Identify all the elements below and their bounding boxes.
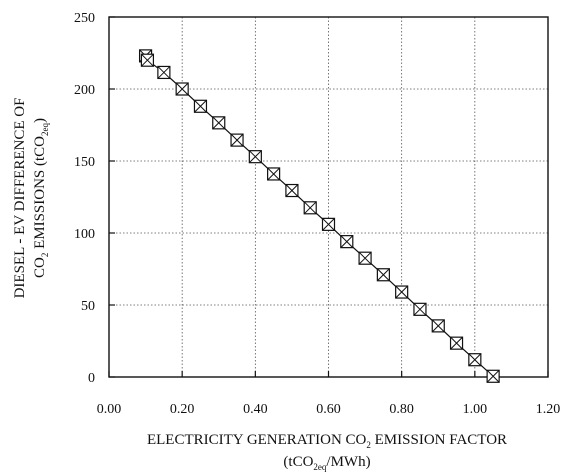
x-tick-label: 1.00 <box>463 402 488 417</box>
y-tick-label: 50 <box>81 299 95 314</box>
data-point <box>395 285 409 299</box>
grid <box>109 17 548 377</box>
data-point <box>431 319 445 333</box>
x-axis-label: ELECTRICITY GENERATION CO2 EMISSION FACT… <box>147 432 507 450</box>
x-tick-label: 1.20 <box>536 402 561 417</box>
y-axis-label-line1: DIESEL - EV DIFFERENCE OF <box>12 98 28 299</box>
data-point <box>321 217 336 231</box>
y-tick-label: 150 <box>74 155 95 170</box>
y-tick-label: 100 <box>74 227 95 242</box>
data-point <box>193 99 208 113</box>
data-point <box>285 183 299 198</box>
data-point <box>468 353 482 367</box>
data-point <box>340 235 354 249</box>
data-point <box>212 116 226 130</box>
x-tick-label: 0.60 <box>316 402 341 417</box>
y-axis-label-line2: CO2 EMISSIONS (tCO2eq) <box>32 118 50 278</box>
data-point <box>230 133 244 147</box>
data-point <box>175 82 189 96</box>
data-point <box>376 268 390 282</box>
x-tick-label: 0.40 <box>243 402 268 417</box>
data-point <box>157 65 171 80</box>
data-point <box>413 302 427 316</box>
x-axis-unit-label: (tCO2eq/MWh) <box>283 454 370 472</box>
x-tick-label: 0.80 <box>389 402 414 417</box>
data-point <box>449 336 464 350</box>
data-point <box>358 251 372 265</box>
y-tick-label: 200 <box>74 83 95 98</box>
axis-ticks <box>108 16 549 378</box>
data-point <box>140 53 155 67</box>
y-tick-label: 0 <box>88 371 95 386</box>
x-tick-label: 0.00 <box>97 402 122 417</box>
tick-labels: 0.00 0.20 0.40 0.60 0.80 1.00 1.20 0 50 100 150 200… <box>74 11 560 417</box>
y-tick-label: 250 <box>74 11 95 26</box>
data-point <box>267 167 281 181</box>
data-point <box>248 150 262 164</box>
data-point <box>486 369 500 383</box>
x-tick-label: 0.20 <box>170 402 195 417</box>
markers <box>138 49 500 383</box>
data-point <box>303 201 317 215</box>
